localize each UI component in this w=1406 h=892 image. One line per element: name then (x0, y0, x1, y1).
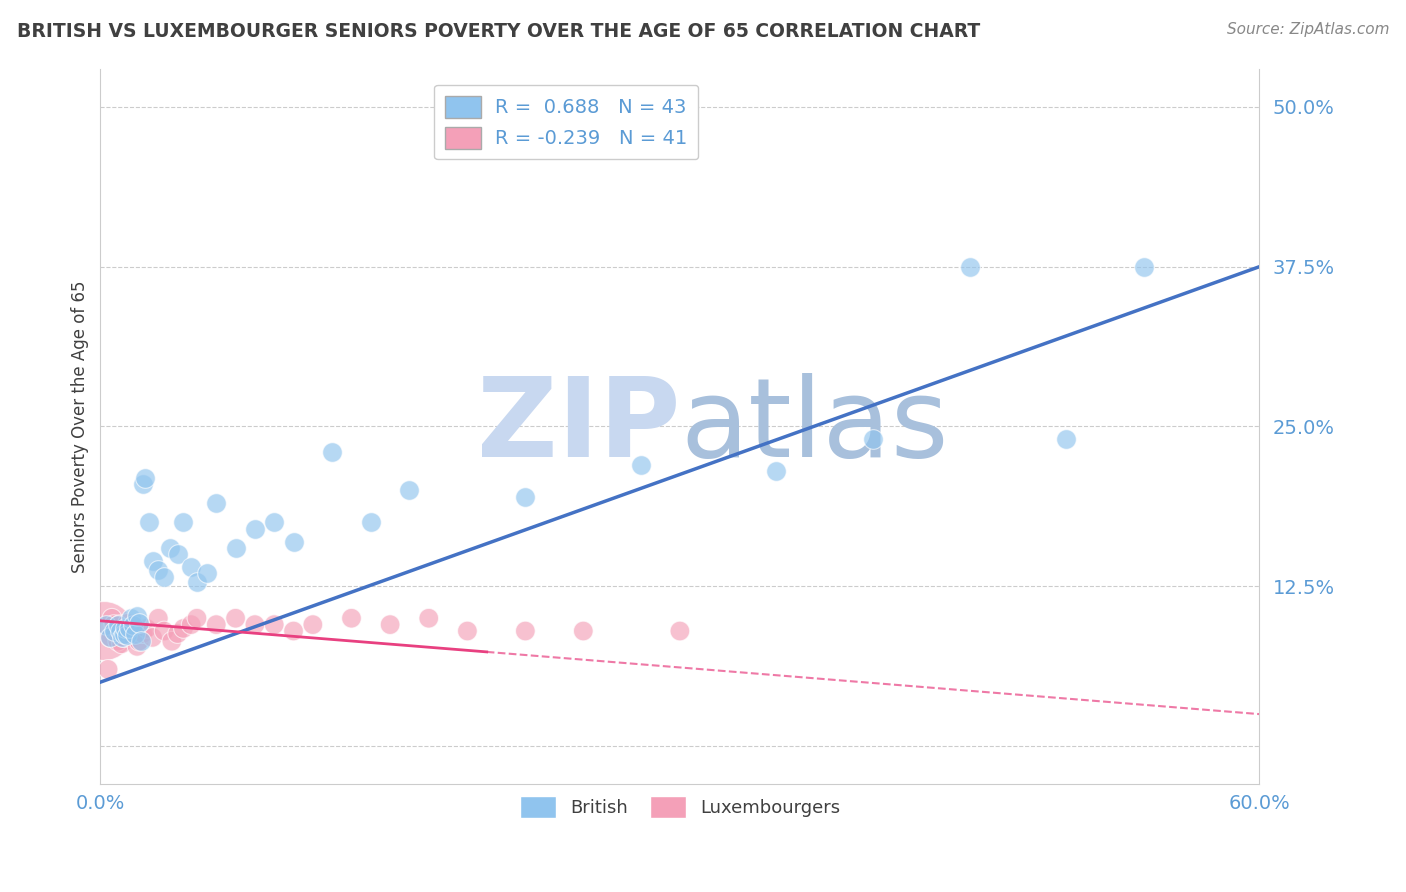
Point (103, 617, 125, 632)
Point (572, 624, 595, 638)
Point (180, 617, 202, 632)
Point (122, 617, 145, 632)
Point (1132, 260, 1154, 274)
Point (94, 617, 117, 632)
Point (110, 631, 132, 645)
Point (114, 622, 136, 636)
Point (630, 458, 652, 472)
Point (120, 624, 142, 638)
Point (122, 631, 145, 645)
Point (132, 626, 155, 640)
Point (340, 611, 363, 625)
Point (765, 464, 787, 478)
Point (125, 640, 148, 654)
Point (98, 631, 121, 645)
Point (124, 626, 146, 640)
Point (125, 608, 148, 623)
Point (205, 496, 228, 510)
Point (117, 628, 139, 642)
Point (243, 617, 266, 632)
Point (515, 490, 537, 504)
Point (243, 522, 266, 536)
Text: BRITISH VS LUXEMBOURGER SENIORS POVERTY OVER THE AGE OF 65 CORRELATION CHART: BRITISH VS LUXEMBOURGER SENIORS POVERTY … (17, 22, 980, 41)
Point (153, 570, 176, 584)
Point (172, 516, 194, 530)
Point (360, 516, 382, 530)
Point (107, 634, 129, 648)
Point (93, 624, 115, 638)
Point (153, 624, 176, 638)
Point (669, 624, 692, 638)
Point (129, 634, 152, 648)
Point (141, 554, 163, 568)
Point (112, 631, 135, 645)
Point (124, 622, 146, 636)
Point (118, 622, 141, 636)
Point (283, 624, 305, 638)
Point (98, 631, 121, 645)
Point (1054, 432, 1077, 446)
Point (186, 575, 208, 590)
Point (110, 637, 132, 651)
Point (263, 516, 285, 530)
Point (128, 616, 150, 631)
Point (205, 617, 228, 632)
Point (180, 560, 202, 574)
Point (101, 611, 124, 625)
Point (172, 622, 194, 636)
Point (135, 622, 157, 636)
Point (108, 624, 131, 638)
Point (959, 260, 981, 274)
Point (225, 541, 247, 555)
Point (107, 617, 129, 632)
Point (141, 631, 163, 645)
Point (104, 626, 127, 640)
Point (120, 611, 142, 625)
Point (263, 617, 285, 632)
Point (132, 477, 155, 491)
Point (515, 624, 537, 638)
Point (398, 483, 420, 498)
Point (186, 611, 208, 625)
Point (225, 611, 247, 625)
Legend: British, Luxembourgers: British, Luxembourgers (512, 789, 848, 825)
Point (418, 611, 440, 625)
Point (118, 631, 141, 645)
Point (148, 563, 170, 577)
Point (159, 541, 181, 555)
Point (166, 547, 188, 561)
Point (112, 626, 135, 640)
Point (117, 616, 139, 631)
Point (128, 634, 150, 648)
Text: atlas: atlas (681, 373, 949, 480)
Text: ZIP: ZIP (477, 373, 681, 480)
Point (138, 516, 160, 530)
Point (321, 445, 343, 459)
Point (302, 617, 325, 632)
Point (160, 634, 183, 648)
Point (114, 622, 136, 636)
Point (97, 662, 120, 676)
Point (134, 470, 156, 484)
Point (456, 624, 478, 638)
Point (103, 624, 125, 638)
Point (378, 617, 401, 632)
Point (148, 611, 170, 625)
Point (108, 617, 131, 632)
Point (195, 566, 218, 581)
Point (862, 432, 884, 446)
Point (283, 534, 305, 549)
Y-axis label: Seniors Poverty Over the Age of 65: Seniors Poverty Over the Age of 65 (72, 280, 89, 573)
Point (166, 626, 188, 640)
Text: Source: ZipAtlas.com: Source: ZipAtlas.com (1226, 22, 1389, 37)
